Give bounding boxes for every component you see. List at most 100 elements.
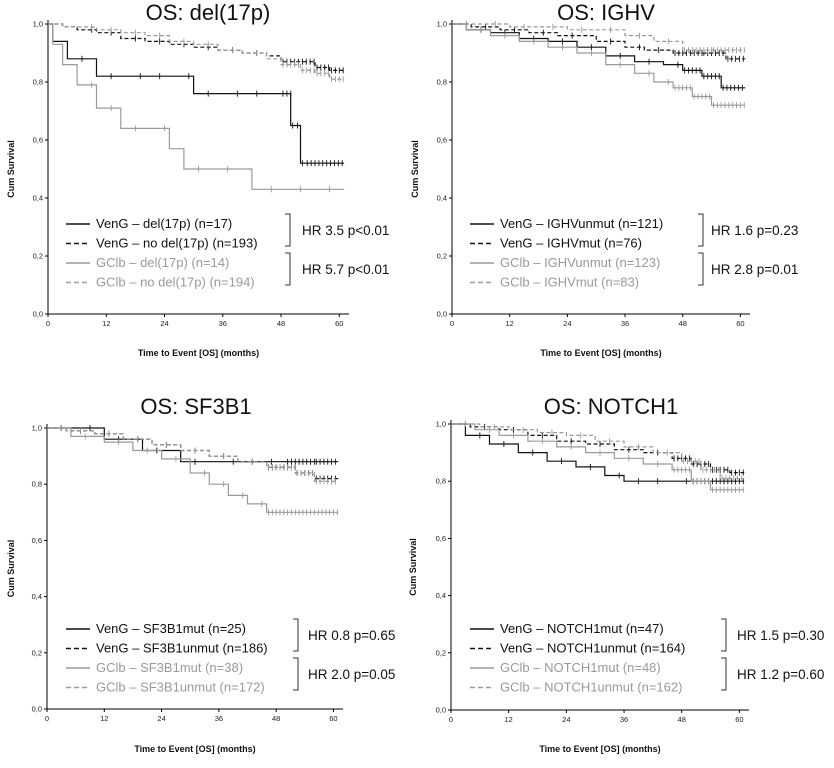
survival-curve <box>47 427 339 463</box>
legend-label: GClb – NOTCH1unmut (n=162) <box>500 680 682 695</box>
x-axis-label: Time to Event [OS] (months) <box>540 348 661 358</box>
survival-curve <box>48 23 345 190</box>
survival-curve <box>451 423 745 474</box>
km-panel: OS: IGHV 0,0 0,2 0,4 0,6 0,8 1,0 0 12 24 36 48 60 Tim… <box>410 0 798 358</box>
y-tick-label: 0,0 <box>33 310 43 319</box>
hr-bracket <box>698 252 704 286</box>
legend-label: VenG – del(17p) (n=17) <box>96 216 232 231</box>
legend-label: GClb – SF3B1unmut (n=172) <box>96 680 265 695</box>
hr-annotation: HR 2.0 p=0.05 <box>308 667 395 682</box>
x-tick-label: 12 <box>100 714 108 723</box>
y-tick-label: 0,0 <box>436 706 446 715</box>
survival-curve <box>452 23 746 89</box>
legend-label: GClb – SF3B1mut (n=38) <box>96 660 243 675</box>
x-tick-label: 60 <box>736 319 744 328</box>
hr-bracket <box>698 213 704 247</box>
y-tick-label: 0,6 <box>33 136 43 145</box>
x-tick-label: 12 <box>506 319 514 328</box>
survival-curve <box>47 427 339 513</box>
legend-label: VenG – IGHVunmut (n=121) <box>500 216 663 231</box>
x-tick-label: 48 <box>277 319 285 328</box>
km-panel: OS: NOTCH1 0,0 0,2 0,4 0,6 0,8 1,0 0 12 24 36 48 60 T… <box>408 394 824 754</box>
survival-curve <box>48 23 345 80</box>
y-tick-label: 1,0 <box>436 420 446 429</box>
survival-curve <box>47 427 339 480</box>
y-tick-label: 0,2 <box>436 648 446 657</box>
y-tick-label: 0,6 <box>437 136 447 145</box>
survival-curve <box>48 23 345 164</box>
x-tick-label: 24 <box>160 319 168 328</box>
hr-annotation: HR 1.5 p=0.30 <box>737 628 824 643</box>
x-tick-label: 36 <box>621 319 629 328</box>
y-tick-label: 0,6 <box>32 536 42 545</box>
x-tick-label: 0 <box>450 319 454 328</box>
y-axis-label: Cum Survival <box>408 538 418 596</box>
hr-bracket <box>293 657 299 691</box>
y-tick-label: 1,0 <box>437 20 447 29</box>
y-tick-label: 0,4 <box>436 591 446 600</box>
hr-annotation: HR 1.6 p=0.23 <box>711 223 798 238</box>
km-panel: OS: SF3B1 0,0 0,2 0,4 0,6 0,8 1,0 0 12 24 36 48 60 Ti… <box>6 394 395 754</box>
x-tick-label: 60 <box>335 319 343 328</box>
x-tick-label: 12 <box>102 319 110 328</box>
y-tick-label: 0,4 <box>33 194 43 203</box>
x-tick-label: 36 <box>219 319 227 328</box>
km-panel: OS: del(17p) 0,0 0,2 0,4 0,6 0,8 1,0 0 12 24 36 48 6… <box>6 0 389 358</box>
x-axis-label: Time to Event [OS] (months) <box>134 744 255 754</box>
legend-label: GClb – no del(17p) (n=194) <box>96 275 255 290</box>
y-axis-label: Cum Survival <box>6 540 16 598</box>
y-tick-label: 0,0 <box>32 705 42 714</box>
x-tick-label: 48 <box>678 715 686 724</box>
x-tick-label: 24 <box>563 319 571 328</box>
hr-annotation: HR 3.5 p<0.01 <box>302 223 389 238</box>
x-axis-label: Time to Event [OS] (months) <box>138 348 259 358</box>
survival-curve <box>452 23 746 51</box>
x-tick-label: 48 <box>679 319 687 328</box>
y-axis-label: Cum Survival <box>6 140 16 198</box>
y-tick-label: 0,6 <box>436 534 446 543</box>
y-tick-label: 1,0 <box>32 424 42 433</box>
hr-bracket <box>285 213 291 247</box>
hr-annotation: HR 2.8 p=0.01 <box>711 262 798 277</box>
x-tick-label: 12 <box>505 715 513 724</box>
legend-label: GClb – IGHVunmut (n=123) <box>500 255 660 270</box>
hr-annotation: HR 5.7 p<0.01 <box>302 262 389 277</box>
x-tick-label: 24 <box>562 715 570 724</box>
hr-annotation: HR 0.8 p=0.65 <box>308 628 395 643</box>
chart-title: OS: del(17p) <box>146 0 271 25</box>
legend-label: GClb – IGHVmut (n=83) <box>500 275 639 290</box>
x-tick-label: 0 <box>45 714 49 723</box>
y-tick-label: 0,8 <box>33 78 43 87</box>
hr-bracket <box>721 657 727 691</box>
y-tick-label: 0,2 <box>437 252 447 261</box>
survival-curve <box>451 423 745 491</box>
x-tick-label: 0 <box>449 715 453 724</box>
x-tick-label: 24 <box>157 714 165 723</box>
survival-curve <box>48 23 345 71</box>
hr-bracket <box>721 618 727 652</box>
hr-bracket <box>293 618 299 652</box>
survival-curve <box>451 423 745 479</box>
chart-title: OS: NOTCH1 <box>544 394 678 419</box>
legend-label: VenG – IGHVmut (n=76) <box>500 236 642 251</box>
x-tick-label: 60 <box>329 714 337 723</box>
legend-label: GClb – del(17p) (n=14) <box>96 255 229 270</box>
y-tick-label: 0,4 <box>437 194 447 203</box>
x-tick-label: 0 <box>46 319 50 328</box>
x-tick-label: 60 <box>735 715 743 724</box>
y-tick-label: 0,8 <box>437 78 447 87</box>
chart-title: OS: IGHV <box>557 0 655 25</box>
y-tick-label: 0,2 <box>33 252 43 261</box>
legend-label: VenG – SF3B1unmut (n=186) <box>96 641 268 656</box>
y-tick-label: 0,8 <box>436 477 446 486</box>
x-tick-label: 36 <box>215 714 223 723</box>
y-axis-label: Cum Survival <box>410 140 420 198</box>
y-tick-label: 1,0 <box>33 20 43 29</box>
x-tick-label: 36 <box>620 715 628 724</box>
legend-label: VenG – no del(17p) (n=193) <box>96 236 258 251</box>
x-axis-label: Time to Event [OS] (months) <box>539 744 660 754</box>
hr-annotation: HR 1.2 p=0.60 <box>737 667 824 682</box>
y-tick-label: 0,0 <box>437 310 447 319</box>
y-tick-label: 0,8 <box>32 480 42 489</box>
